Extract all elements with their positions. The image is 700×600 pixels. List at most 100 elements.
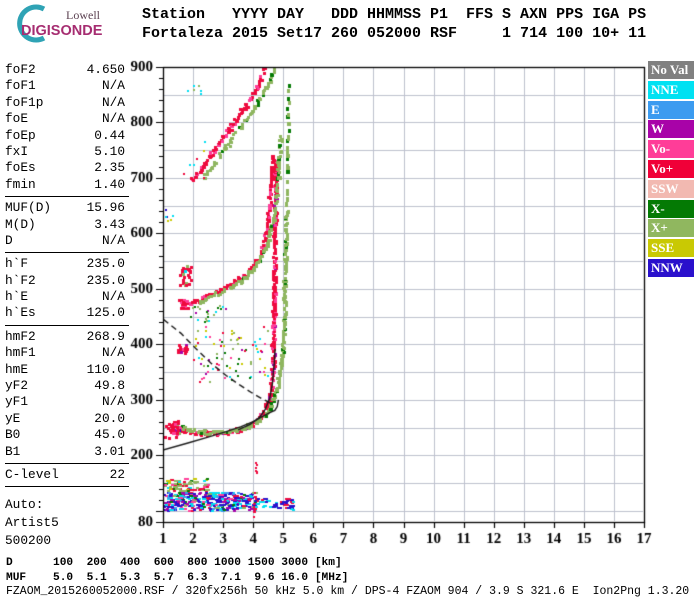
legend-label: X+ xyxy=(651,220,668,236)
param-value: 0.44 xyxy=(94,127,125,143)
param-label: foEp xyxy=(5,127,36,143)
doppler-legend: No Val NNE E W Vo- Vo+ SSW X- X+ SSE NNW xyxy=(648,61,696,279)
legend-item-vo+: Vo+ xyxy=(648,159,694,178)
param-group: hmF2 268.9 hmF1 N/A hmE 110.0 yF2 49.8 yF1 N/A yE 2… xyxy=(5,329,129,464)
param-value: 20.0 xyxy=(94,410,125,426)
param-row: foF2 4.650 xyxy=(5,62,129,78)
param-label: h`Es xyxy=(5,305,36,321)
legend-label: E xyxy=(651,101,660,117)
param-row: C-level 22 xyxy=(5,467,129,483)
param-label: foEs xyxy=(5,160,36,176)
param-label: MUF(D) xyxy=(5,200,52,216)
legend-label: W xyxy=(651,121,664,137)
param-row: yE 20.0 xyxy=(5,411,129,427)
auto-block: Auto: Artist5 500200 xyxy=(5,496,131,550)
param-label: hmF1 xyxy=(5,345,36,361)
auto-status-line: Auto: xyxy=(5,497,44,513)
param-row: foF1p N/A xyxy=(5,95,129,111)
param-row: h`E N/A xyxy=(5,289,129,305)
param-row: yF1 N/A xyxy=(5,394,129,410)
lowell-digisonde-logo: Lowell DIGISONDE xyxy=(4,2,130,46)
param-value: 5.10 xyxy=(94,143,125,159)
param-value: 2.35 xyxy=(94,160,125,176)
legend-label: SSE xyxy=(651,240,675,256)
param-value: 49.8 xyxy=(94,378,125,394)
param-row: h`F 235.0 xyxy=(5,256,129,272)
param-value: 45.0 xyxy=(94,427,125,443)
legend-label: Vo+ xyxy=(651,160,674,176)
param-row: h`F2 235.0 xyxy=(5,273,129,289)
param-row: B1 3.01 xyxy=(5,444,129,460)
param-label: yF1 xyxy=(5,394,29,410)
distance-row: D 100 200 400 600 800 1000 1500 3000 [km… xyxy=(6,557,342,569)
scaled-parameters-panel: foF2 4.650 foF1 N/A foF1p N/A foE N/A foEp 0.44 fx… xyxy=(5,62,131,550)
param-label: h`E xyxy=(5,289,29,305)
param-row: foF1 N/A xyxy=(5,78,129,94)
param-row: M(D) 3.43 xyxy=(5,217,129,233)
header-block: Station YYYY DAY DDD HHMMSS P1 FFS S AXN… xyxy=(142,6,646,43)
param-value: 110.0 xyxy=(86,361,125,377)
param-label: yE xyxy=(5,410,21,426)
auto-status-line: Artist5 xyxy=(5,515,59,531)
legend-item-nne: NNE xyxy=(648,80,694,99)
param-label: fmin xyxy=(5,176,36,192)
legend-label: SSW xyxy=(651,180,679,196)
legend-item-no-val: No Val xyxy=(648,61,694,79)
auto-status-line: 500200 xyxy=(5,533,52,549)
param-label: B1 xyxy=(5,443,21,459)
param-label: D xyxy=(5,232,13,248)
param-groups: foF2 4.650 foF1 N/A foF1p N/A foE N/A foEp 0.44 fx… xyxy=(5,62,131,488)
legend-item-x+: X+ xyxy=(648,219,694,238)
legend-item-e: E xyxy=(648,100,694,119)
param-label: foE xyxy=(5,111,29,127)
legend-label: X- xyxy=(651,200,665,216)
legend-item-nnw: NNW xyxy=(648,258,694,277)
param-label: hmF2 xyxy=(5,328,36,344)
param-row: MUF(D) 15.96 xyxy=(5,200,129,216)
param-value: N/A xyxy=(101,111,125,127)
param-label: h`F2 xyxy=(5,272,36,288)
bottom-status-block: D 100 200 400 600 800 1000 1500 3000 [km… xyxy=(6,556,689,599)
param-label: hmE xyxy=(5,361,29,377)
param-group: foF2 4.650 foF1 N/A foF1p N/A foE N/A foEp 0.44 fx… xyxy=(5,62,129,198)
param-row: B0 45.0 xyxy=(5,427,129,443)
param-row: hmF2 268.9 xyxy=(5,329,129,345)
param-label: fxI xyxy=(5,143,29,159)
legend-item-x-: X- xyxy=(648,199,694,218)
param-value: N/A xyxy=(101,394,125,410)
param-label: M(D) xyxy=(5,216,36,232)
header-line-2: Fortaleza 2015 Set17 260 052000 RSF 1 71… xyxy=(142,24,647,42)
logo-arc-icon: Lowell DIGISONDE xyxy=(17,4,103,43)
param-value: 268.9 xyxy=(86,328,125,344)
param-row: hmE 110.0 xyxy=(5,362,129,378)
logo-bottom-text: DIGISONDE xyxy=(21,23,103,39)
legend-label: NNW xyxy=(651,259,683,275)
param-row: fmin 1.40 xyxy=(5,177,129,193)
param-group: MUF(D) 15.96 M(D) 3.43 D N/A xyxy=(5,200,129,254)
param-label: B0 xyxy=(5,427,21,443)
param-row: fxI 5.10 xyxy=(5,144,129,160)
param-value: 1.40 xyxy=(94,176,125,192)
param-value: 22 xyxy=(109,466,125,482)
param-label: C-level xyxy=(5,466,59,482)
legend-label: NNE xyxy=(651,81,679,97)
param-value: 3.43 xyxy=(94,216,125,232)
param-label: foF1p xyxy=(5,94,44,110)
param-label: foF2 xyxy=(5,62,36,77)
param-value: N/A xyxy=(101,78,125,94)
legend-item-w: W xyxy=(648,120,694,139)
param-label: h`F xyxy=(5,256,29,272)
legend-item-ssw: SSW xyxy=(648,179,694,198)
header-line-1: Station YYYY DAY DDD HHMMSS P1 FFS S AXN… xyxy=(142,6,647,23)
param-value: 3.01 xyxy=(94,443,125,459)
param-label: foF1 xyxy=(5,78,36,94)
logo-top-text: Lowell xyxy=(66,8,101,22)
param-value: 235.0 xyxy=(86,272,125,288)
legend-label: Vo- xyxy=(651,141,671,157)
param-row: foEp 0.44 xyxy=(5,128,129,144)
param-value: N/A xyxy=(101,345,125,361)
param-value: 125.0 xyxy=(86,305,125,321)
param-group: h`F 235.0 h`F2 235.0 h`E N/A h`Es 125.0 xyxy=(5,256,129,326)
muf-row: MUF 5.0 5.1 5.3 5.7 6.3 7.1 9.6 16.0 [MH… xyxy=(6,571,349,584)
